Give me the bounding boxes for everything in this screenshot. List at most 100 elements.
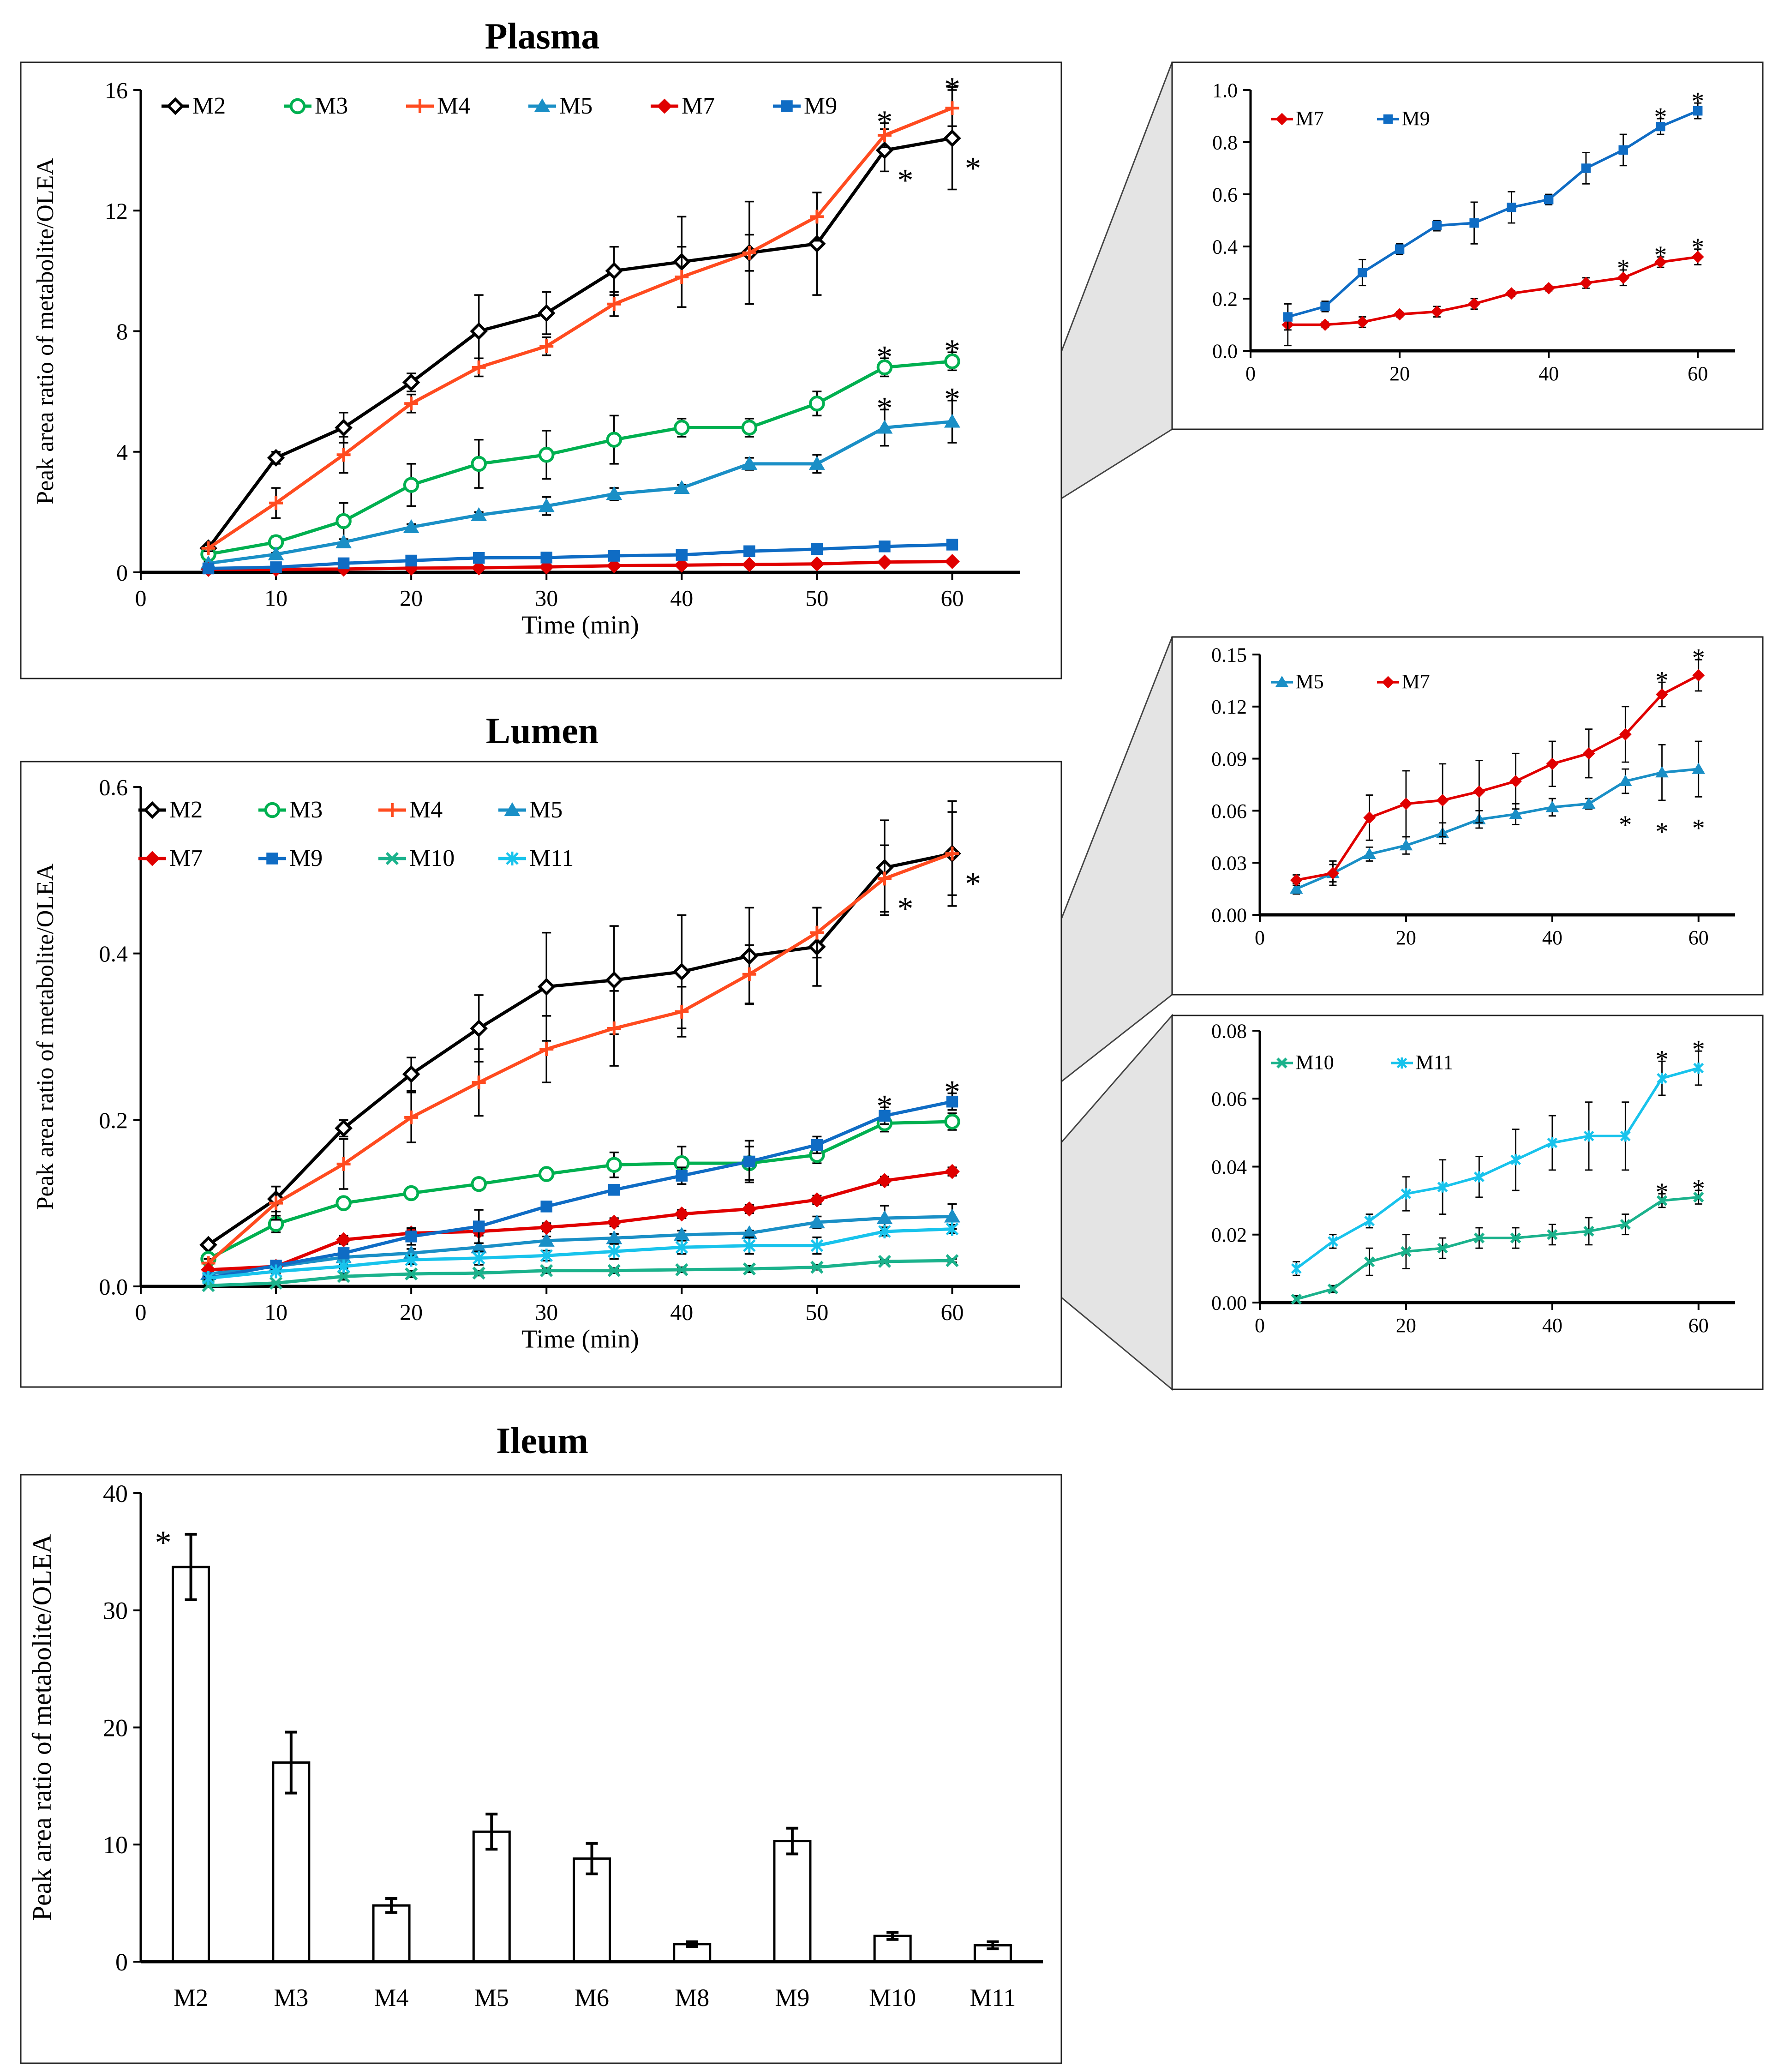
significance-marker: * xyxy=(876,390,892,426)
data-point xyxy=(538,447,555,463)
category-label: M8 xyxy=(675,1984,709,2012)
y-tick-label: 0.0 xyxy=(1212,340,1238,362)
significance-marker: * xyxy=(897,163,913,198)
data-point xyxy=(945,554,960,569)
legend-item-m7: M7 xyxy=(651,93,715,119)
data-point xyxy=(337,1247,350,1259)
x-tick-label: 40 xyxy=(1542,926,1562,949)
legend-label: M5 xyxy=(559,93,593,119)
y-tick-label: 1.0 xyxy=(1212,79,1238,102)
legend-label: M2 xyxy=(192,93,226,119)
data-point xyxy=(1327,867,1339,880)
significance-marker: * xyxy=(876,1088,892,1124)
data-point xyxy=(403,1185,419,1201)
legend-marker xyxy=(385,803,399,817)
x-tick-label: 30 xyxy=(535,585,558,611)
data-point xyxy=(1692,763,1706,774)
series-m9 xyxy=(202,1092,958,1284)
data-point xyxy=(1399,839,1413,851)
y-tick-label: 0.12 xyxy=(1211,696,1247,718)
series-m9 xyxy=(1283,102,1703,331)
legend-item-m7: M7 xyxy=(1377,670,1430,693)
data-point xyxy=(1291,1293,1302,1305)
data-point xyxy=(743,545,755,558)
data-point xyxy=(540,552,552,564)
significance-marker: * xyxy=(1692,814,1705,843)
error-bar xyxy=(886,1931,899,1941)
data-point xyxy=(472,1267,485,1280)
series-line xyxy=(1296,674,1700,882)
legend-item-m5: M5 xyxy=(1271,670,1324,693)
data-point xyxy=(1290,874,1303,887)
y-tick-label: 30 xyxy=(103,1597,128,1625)
data-point xyxy=(811,1139,823,1151)
series-line xyxy=(208,559,952,571)
data-point xyxy=(673,963,691,981)
x-tick-label: 40 xyxy=(1542,1314,1562,1337)
data-point xyxy=(405,554,417,567)
data-point xyxy=(470,1019,488,1038)
data-point xyxy=(405,1267,418,1281)
data-point xyxy=(1545,800,1559,812)
y-tick-label: 0.03 xyxy=(1211,852,1247,875)
data-point xyxy=(809,396,825,412)
significance-marker: * xyxy=(965,866,981,901)
data-point xyxy=(405,1231,417,1243)
data-point xyxy=(1693,1062,1704,1074)
lumen-inset-m5-m7-panel: 0.00 0.03 0.06 0.09 0.12 0.15 0 20 40 60 * * * * * M5 M7 xyxy=(1171,636,1764,996)
data-point xyxy=(673,480,690,494)
data-point xyxy=(743,1155,755,1168)
data-point xyxy=(945,1164,960,1179)
legend-item-m11: M11 xyxy=(498,845,574,871)
data-point xyxy=(1432,221,1442,230)
y-tick-label: 12 xyxy=(105,198,128,224)
data-point xyxy=(403,477,419,493)
data-point xyxy=(539,339,554,354)
error-bar xyxy=(485,1813,498,1851)
y-tick-label: 16 xyxy=(105,78,128,103)
panel-title: Lumen xyxy=(486,711,599,751)
legend-marker xyxy=(143,801,162,819)
legend-marker xyxy=(264,802,281,818)
data-point xyxy=(674,420,690,436)
data-point xyxy=(1691,251,1704,264)
data-point xyxy=(607,297,621,311)
data-point xyxy=(1580,276,1592,289)
data-point xyxy=(336,1157,351,1171)
panel-title: Plasma xyxy=(485,16,600,57)
data-point xyxy=(946,539,958,551)
x-tick-label: 10 xyxy=(264,1299,287,1325)
data-point xyxy=(606,1157,623,1173)
data-point xyxy=(473,552,485,564)
series-line xyxy=(207,106,953,550)
data-point xyxy=(1327,1283,1339,1295)
series-m4 xyxy=(201,811,959,1270)
data-point xyxy=(606,486,623,500)
category-label: M5 xyxy=(474,1984,509,2012)
data-point xyxy=(944,414,960,428)
data-point xyxy=(810,925,824,940)
data-point xyxy=(605,262,623,280)
x-tick-label: 20 xyxy=(1396,926,1416,949)
y-tick-label: 0.2 xyxy=(1212,288,1238,310)
data-point xyxy=(1692,669,1705,682)
series-m2 xyxy=(199,86,961,557)
data-point xyxy=(1656,121,1665,132)
x-tick-label: 20 xyxy=(1389,362,1410,385)
legend-item-m2: M2 xyxy=(138,797,203,823)
data-point xyxy=(336,448,351,462)
category-label: M2 xyxy=(174,1984,208,2012)
x-tick-label: 40 xyxy=(1539,362,1559,385)
data-point xyxy=(1547,1137,1558,1148)
significance-marker: * xyxy=(1654,241,1667,270)
data-point xyxy=(1509,775,1522,787)
x-tick-label: 20 xyxy=(400,1299,423,1325)
series-line xyxy=(207,852,953,1265)
data-point xyxy=(741,456,758,470)
data-point xyxy=(335,419,353,437)
y-tick-label: 0.8 xyxy=(1212,131,1238,154)
legend-label: M3 xyxy=(289,797,323,823)
legend-label: M11 xyxy=(1416,1051,1454,1074)
x-tick-label: 0 xyxy=(135,1299,147,1325)
